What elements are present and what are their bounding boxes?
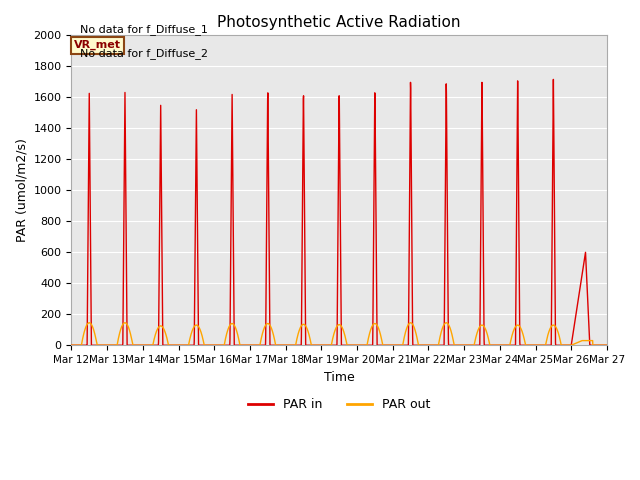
X-axis label: Time: Time <box>324 371 355 384</box>
Y-axis label: PAR (umol/m2/s): PAR (umol/m2/s) <box>15 138 28 242</box>
Legend: PAR in, PAR out: PAR in, PAR out <box>243 394 436 417</box>
Text: VR_met: VR_met <box>74 40 121 50</box>
Text: No data for f_Diffuse_1: No data for f_Diffuse_1 <box>80 24 208 35</box>
Title: Photosynthetic Active Radiation: Photosynthetic Active Radiation <box>218 15 461 30</box>
Text: No data for f_Diffuse_2: No data for f_Diffuse_2 <box>80 48 208 59</box>
